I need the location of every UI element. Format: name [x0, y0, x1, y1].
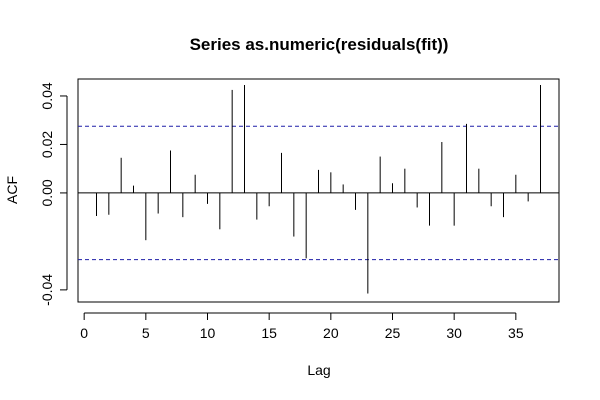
y-tick-label: 0.02	[39, 131, 55, 158]
x-tick-label: 20	[323, 325, 339, 341]
y-tick-label: -0.04	[39, 274, 55, 306]
y-axis-label: ACF	[4, 176, 20, 204]
x-axis: 0 5 10 15 20 25 30 35	[80, 312, 524, 341]
y-tick-label: 0.00	[39, 179, 55, 206]
acf-bars	[96, 85, 541, 294]
x-tick-label: 0	[80, 325, 88, 341]
plot-frame	[77, 78, 560, 303]
confidence-bounds	[78, 125, 559, 261]
chart-title: Series as.numeric(residuals(fit))	[190, 35, 449, 54]
x-tick-label: 5	[142, 325, 150, 341]
x-tick-label: 30	[446, 325, 462, 341]
x-tick-label: 10	[200, 325, 216, 341]
y-axis: -0.04 0.00 0.02 0.04	[39, 82, 68, 306]
y-tick-label: 0.04	[39, 82, 55, 109]
x-tick-label: 15	[261, 325, 277, 341]
x-tick-label: 35	[508, 325, 524, 341]
x-tick-label: 25	[385, 325, 401, 341]
x-axis-label: Lag	[307, 362, 330, 378]
